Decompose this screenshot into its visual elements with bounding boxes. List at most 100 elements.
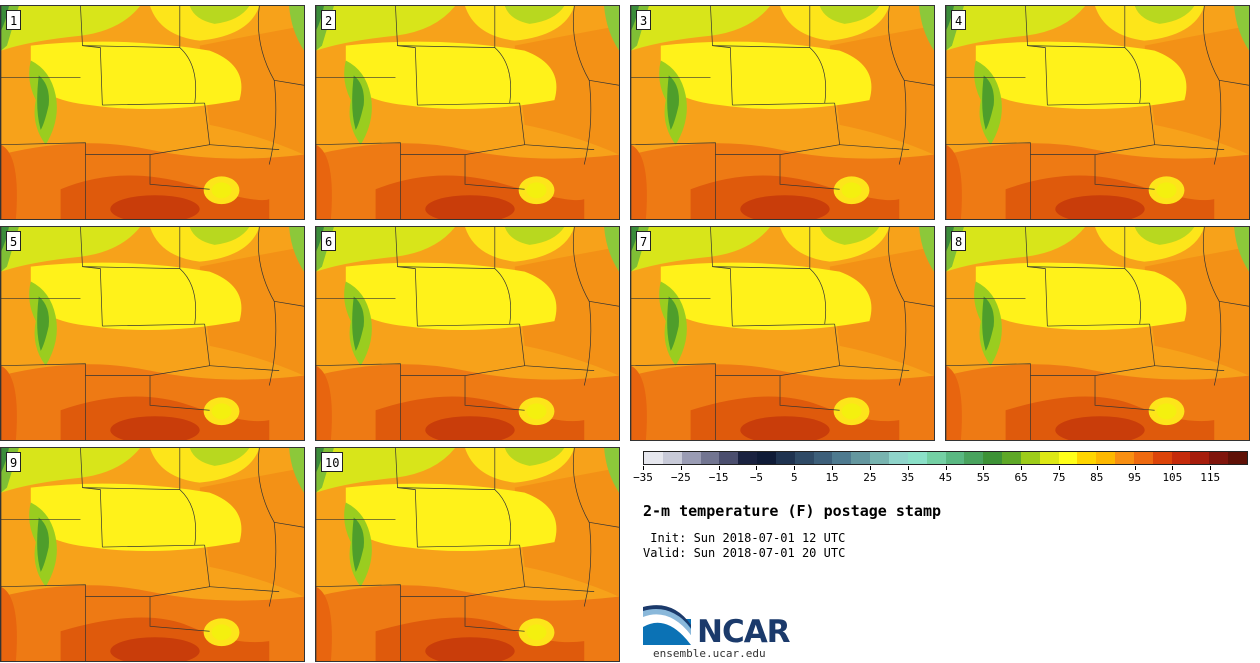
- colorbar-tick-label: 25: [863, 471, 877, 484]
- colorbar-ticks: −35 −25 −15 −5 5 15 25 35 45 55 65 75 85 95 105 115: [633, 466, 1248, 488]
- temperature-field-map: [946, 227, 1249, 440]
- colorbar-tick-label: 45: [938, 471, 953, 484]
- colorbar-tick: [945, 466, 947, 470]
- colorbar-swatch: [870, 452, 889, 464]
- temperature-field-map: [316, 448, 619, 661]
- colorbar-swatch: [738, 452, 758, 464]
- ensemble-member-map[interactable]: 2: [315, 5, 620, 220]
- member-number-label: 1: [6, 10, 22, 30]
- colorbar-swatch: [813, 452, 833, 464]
- colorbar-tick: [869, 466, 871, 470]
- colorbar-tick-label: −5: [749, 471, 764, 484]
- ensemble-member-map[interactable]: 8: [945, 226, 1250, 441]
- colorbar-swatch: [662, 452, 682, 464]
- temperature-field-map: [1, 227, 304, 440]
- temperature-field-map: [946, 6, 1249, 219]
- member-number-label: 2: [321, 10, 337, 30]
- colorbar-swatch: [1133, 452, 1153, 464]
- colorbar-swatch: [851, 452, 871, 464]
- colorbar-tick-label: −15: [708, 471, 729, 484]
- member-number-label: 7: [636, 231, 652, 251]
- colorbar-tick-label: 55: [976, 471, 990, 484]
- ncar-swoosh-icon: [643, 605, 691, 645]
- colorbar-swatch: [1190, 452, 1210, 464]
- member-number-label: 5: [6, 231, 22, 251]
- colorbar-swatch: [644, 452, 663, 464]
- temperature-field-map: [316, 6, 619, 219]
- ncar-wordmark: NCAR: [697, 614, 791, 650]
- temperature-field-map: [1, 6, 304, 219]
- ensemble-member-map[interactable]: 5: [0, 226, 305, 441]
- colorbar-swatch: [1115, 452, 1134, 464]
- colorbar-tick-label: −25: [670, 471, 691, 484]
- colorbar-tick-label: 85: [1090, 471, 1104, 484]
- colorbar-swatch: [964, 452, 984, 464]
- colorbar-swatch: [832, 452, 852, 464]
- temperature-colorbar: [643, 451, 1248, 465]
- colorbar-tick: [794, 466, 796, 470]
- ncar-logo: NCAR ensemble.ucar.edu: [643, 605, 813, 663]
- colorbar-tick: [832, 466, 834, 470]
- colorbar-tick: [756, 466, 758, 470]
- temperature-field-map: [631, 227, 934, 440]
- colorbar-tick-label: 15: [825, 471, 839, 484]
- colorbar-swatch: [926, 452, 946, 464]
- ensemble-member-map[interactable]: 9: [0, 447, 305, 662]
- valid-time: Valid: Sun 2018-07-01 20 UTC: [643, 546, 846, 560]
- colorbar-swatch: [945, 452, 965, 464]
- colorbar-tick-label: 65: [1014, 471, 1028, 484]
- init-time: Init: Sun 2018-07-01 12 UTC: [643, 531, 846, 545]
- colorbar-tick: [718, 466, 720, 470]
- colorbar-tick: [1134, 466, 1136, 470]
- colorbar-swatch: [681, 452, 701, 464]
- colorbar-swatch: [700, 452, 720, 464]
- colorbar-swatch: [1171, 452, 1191, 464]
- colorbar-swatch: [1228, 452, 1247, 464]
- colorbar-swatch: [757, 452, 776, 464]
- colorbar-swatch: [1152, 452, 1172, 464]
- ensemble-member-map[interactable]: 4: [945, 5, 1250, 220]
- colorbar-swatch: [1039, 452, 1059, 464]
- member-number-label: 4: [951, 10, 967, 30]
- colorbar-tick-label: 115: [1200, 471, 1221, 484]
- ensemble-member-map[interactable]: 10: [315, 447, 620, 662]
- ensemble-url[interactable]: ensemble.ucar.edu: [653, 647, 766, 660]
- colorbar-swatch: [888, 452, 908, 464]
- colorbar-tick: [983, 466, 985, 470]
- colorbar-swatch: [1096, 452, 1116, 464]
- ensemble-member-map[interactable]: 7: [630, 226, 935, 441]
- member-number-label: 9: [6, 452, 22, 472]
- colorbar-swatch: [1077, 452, 1097, 464]
- temperature-field-map: [316, 227, 619, 440]
- temperature-field-map: [1, 448, 304, 661]
- colorbar-tick-label: 35: [901, 471, 915, 484]
- colorbar-tick: [907, 466, 909, 470]
- colorbar-tick: [1210, 466, 1212, 470]
- colorbar-tick: [1096, 466, 1098, 470]
- colorbar-tick-label: −35: [633, 471, 653, 484]
- colorbar-swatch: [1209, 452, 1229, 464]
- colorbar-tick-label: 95: [1127, 471, 1142, 484]
- colorbar-swatch: [775, 452, 795, 464]
- colorbar-tick: [1172, 466, 1174, 470]
- colorbar-tick: [1021, 466, 1023, 470]
- member-number-label: 6: [321, 231, 337, 251]
- colorbar-tick: [680, 466, 682, 470]
- ensemble-member-map[interactable]: 1: [0, 5, 305, 220]
- colorbar-swatch: [1058, 452, 1078, 464]
- colorbar-swatch: [794, 452, 814, 464]
- colorbar-swatch: [1020, 452, 1040, 464]
- colorbar-tick-label: 105: [1162, 471, 1183, 484]
- colorbar-tick: [1058, 466, 1060, 470]
- ensemble-member-map[interactable]: 3: [630, 5, 935, 220]
- figure-title: 2-m temperature (F) postage stamp: [643, 502, 942, 520]
- member-number-label: 3: [636, 10, 652, 30]
- colorbar-swatch: [983, 452, 1003, 464]
- colorbar-tick: [643, 466, 644, 470]
- colorbar-tick-label: 75: [1052, 471, 1066, 484]
- colorbar-swatch: [1002, 452, 1021, 464]
- colorbar-swatch: [719, 452, 739, 464]
- colorbar-tick-label: 5: [790, 471, 798, 484]
- ensemble-member-map[interactable]: 6: [315, 226, 620, 441]
- member-number-label: 8: [951, 231, 967, 251]
